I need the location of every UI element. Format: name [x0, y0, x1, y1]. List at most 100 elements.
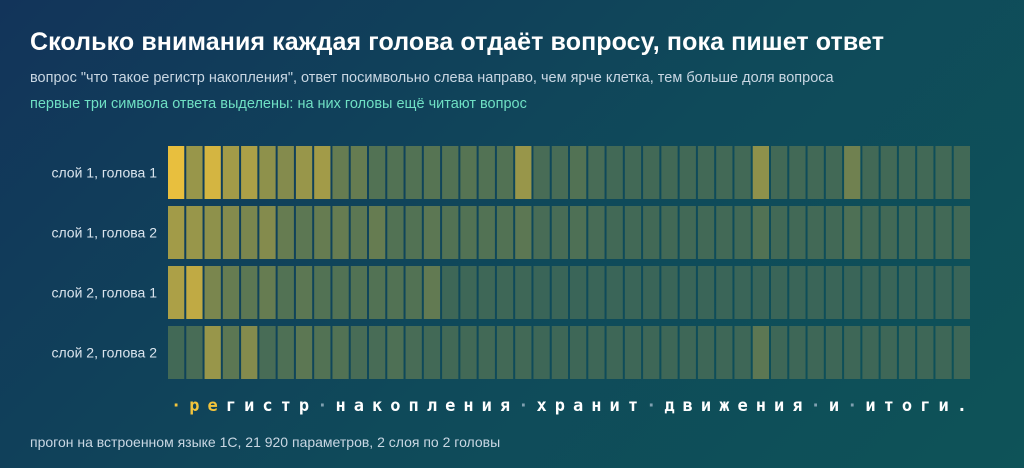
x-tick-label: н — [335, 396, 345, 416]
x-tick-label: т — [281, 396, 291, 416]
x-tick-label: и — [774, 396, 784, 416]
heatmap-cell — [478, 326, 495, 379]
heatmap-cell — [697, 266, 715, 319]
heatmap-cell — [771, 146, 788, 199]
heatmap-cell — [515, 146, 532, 199]
heatmap-cell — [789, 326, 806, 379]
heatmap-cell — [314, 146, 331, 199]
heatmap-cell — [551, 206, 568, 259]
heatmap-cell — [570, 146, 587, 199]
heatmap-cell — [186, 206, 203, 259]
heatmap-cell — [898, 146, 916, 199]
heatmap-cell — [643, 146, 660, 199]
heatmap-cell — [551, 146, 568, 199]
heatmap-cell — [844, 326, 861, 379]
heatmap-cell — [295, 266, 313, 319]
x-tick-label: н — [591, 396, 601, 416]
heatmap-cell — [332, 206, 349, 259]
row-label: слой 2, голова 1 — [51, 285, 157, 301]
heatmap-cell — [168, 266, 185, 319]
heatmap-cell — [844, 206, 861, 259]
x-tick-label: · — [811, 396, 821, 416]
heatmap-cell — [862, 146, 879, 199]
heatmap-cell — [789, 146, 806, 199]
heatmap-cell — [588, 266, 605, 319]
heatmap-cell — [478, 266, 495, 319]
heatmap-cell — [405, 146, 422, 199]
heatmap-cell — [405, 326, 422, 379]
x-tick-label: г — [226, 396, 236, 416]
x-tick-label: р — [189, 396, 199, 416]
heatmap-cell — [332, 146, 349, 199]
heatmap-cell — [222, 146, 240, 199]
heatmap-cell — [825, 326, 843, 379]
heatmap-cell — [935, 146, 952, 199]
heatmap-cell — [953, 206, 970, 259]
heatmap-cell — [643, 326, 660, 379]
heatmap-cell — [423, 206, 441, 259]
x-tick-label: г — [920, 396, 930, 416]
heatmap-cell — [734, 206, 751, 259]
heatmap-cell — [953, 146, 970, 199]
heatmap-cell — [935, 266, 952, 319]
heatmap-cell — [277, 146, 294, 199]
heatmap-cell — [752, 326, 769, 379]
x-tick-label: л — [427, 396, 437, 416]
heatmap-cell — [917, 146, 934, 199]
heatmap-cell — [807, 206, 824, 259]
heatmap-cell — [588, 326, 605, 379]
heatmap-cell — [186, 146, 203, 199]
heatmap-cell — [661, 326, 678, 379]
heatmap-cell — [515, 206, 532, 259]
x-tick-label: я — [500, 396, 510, 416]
chart-title: Сколько внимания каждая голова отдаёт во… — [30, 28, 885, 56]
x-tick-label: а — [573, 396, 583, 416]
heatmap-cell — [259, 266, 276, 319]
heatmap-cell — [186, 326, 203, 379]
heatmap-cell — [350, 326, 367, 379]
heatmap-cell — [844, 146, 861, 199]
x-tick-label: а — [354, 396, 364, 416]
heatmap-cell — [442, 326, 459, 379]
heatmap-cell — [423, 326, 441, 379]
highlight-note: первые три символа ответа выделены: на н… — [30, 96, 527, 112]
heatmap-cell — [533, 206, 550, 259]
x-tick-label: · — [317, 396, 327, 416]
heatmap-cell — [807, 146, 824, 199]
heatmap-cell — [734, 326, 751, 379]
heatmap-cell — [716, 146, 733, 199]
heatmap-cell — [789, 266, 806, 319]
x-tick-label: д — [664, 396, 674, 416]
heatmap-cell — [350, 206, 367, 259]
heatmap-cell — [697, 326, 715, 379]
heatmap-cell — [880, 326, 897, 379]
x-tick-label: я — [792, 396, 802, 416]
heatmap-cell — [880, 266, 897, 319]
heatmap-cell — [277, 326, 294, 379]
heatmap-cell — [898, 206, 916, 259]
heatmap-cell — [570, 266, 587, 319]
heatmap-cell — [752, 266, 769, 319]
heatmap-cell — [496, 326, 514, 379]
heatmap-cell — [679, 266, 696, 319]
x-tick-label: и — [938, 396, 948, 416]
heatmap-cell — [953, 266, 970, 319]
heatmap-cell — [277, 266, 294, 319]
x-tick-label: · — [518, 396, 528, 416]
x-tick-label: е — [737, 396, 747, 416]
heatmap-cell — [168, 206, 185, 259]
heatmap-cell — [168, 146, 185, 199]
heatmap-cell — [222, 206, 240, 259]
heatmap-cell — [533, 146, 550, 199]
x-tick-label: е — [445, 396, 455, 416]
heatmap-cell — [277, 206, 294, 259]
heatmap-cell — [643, 206, 660, 259]
heatmap-cell — [697, 146, 715, 199]
x-tick-label: х — [536, 396, 546, 416]
heatmap-cell — [204, 266, 221, 319]
heatmap-cell — [624, 266, 642, 319]
x-tick-label: т — [628, 396, 638, 416]
heatmap-cell — [570, 326, 587, 379]
heatmap-cell — [643, 266, 660, 319]
